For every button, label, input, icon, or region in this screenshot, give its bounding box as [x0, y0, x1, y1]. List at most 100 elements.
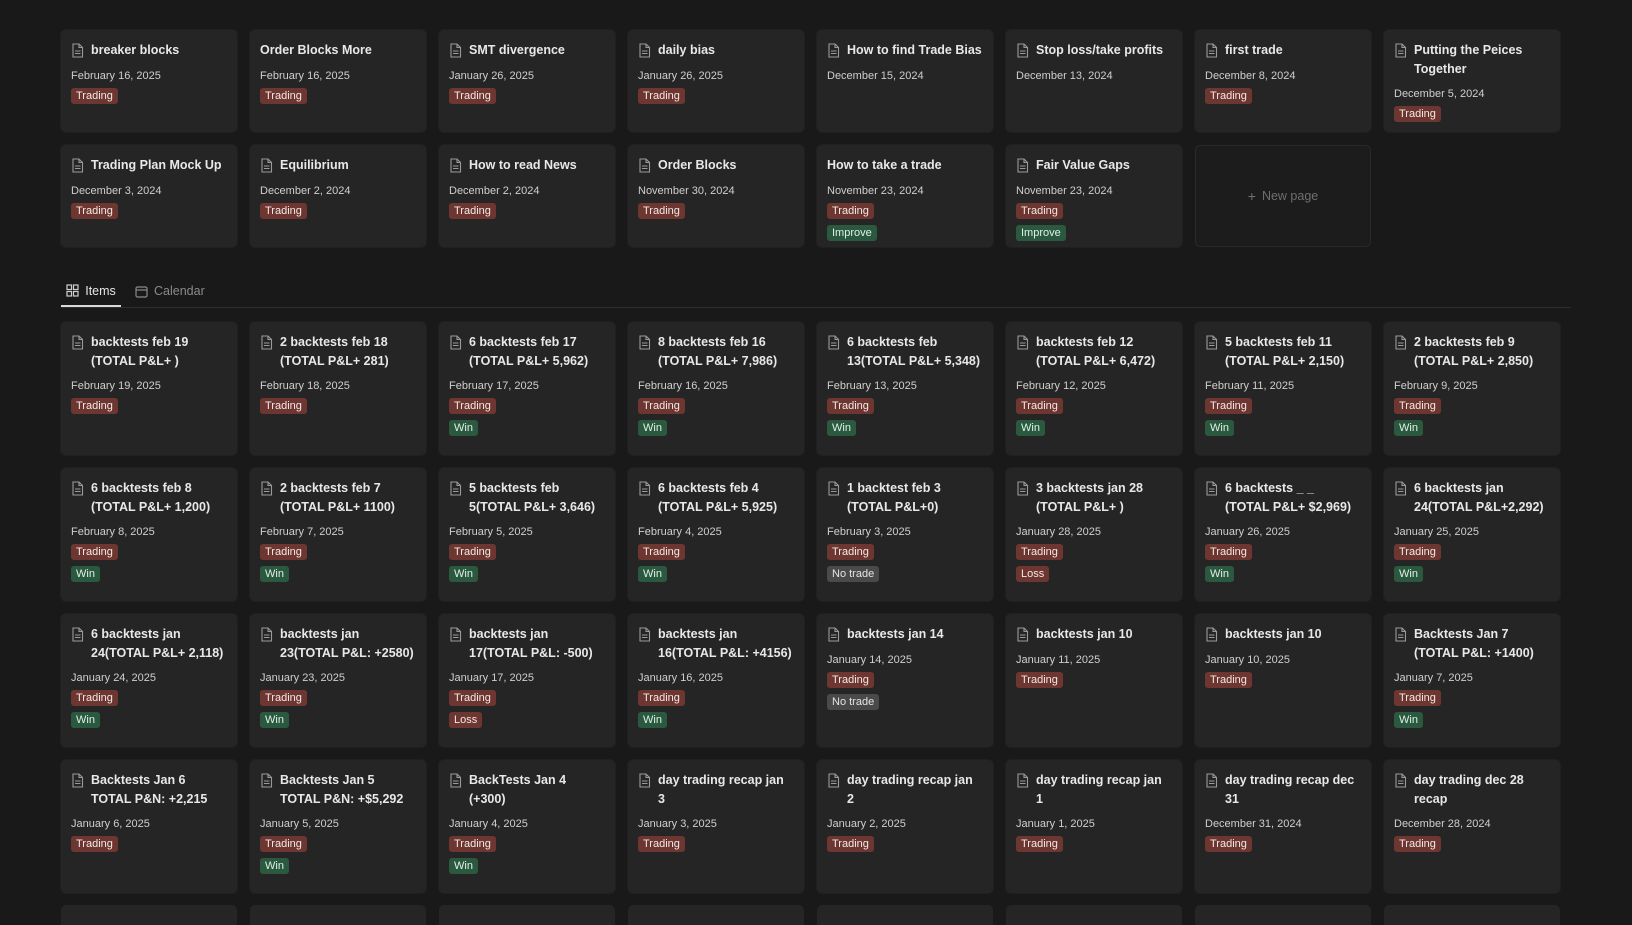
page-card[interactable]: 5 backtests feb 11 (TOTAL P&L+ 2,150) Feb…	[1195, 322, 1371, 455]
card-title-row: 8 backtests feb 16 (TOTAL P&L+ 7,986)	[638, 333, 794, 370]
page-card[interactable]: How to take a trade November 23, 2024 Trad…	[817, 145, 993, 247]
tag-win: Win	[260, 566, 289, 582]
page-card[interactable]: 3 backtests jan 28 (TOTAL P&L+ ) January …	[1006, 468, 1182, 601]
tab-items[interactable]: Items	[61, 276, 121, 307]
page-card[interactable]: How to read News December 2, 2024 Trading	[439, 145, 615, 247]
card-date: February 12, 2025	[1016, 380, 1106, 392]
page-card[interactable]: 6 backtests feb 17 (TOTAL P&L+ 5,962) Feb…	[439, 322, 615, 455]
tag-trading: Trading	[449, 398, 496, 414]
card-partial[interactable]	[1195, 905, 1371, 925]
document-icon	[449, 627, 463, 643]
card-title: day trading recap jan 1	[1036, 773, 1162, 806]
page-card[interactable]: 5 backtests feb 5(TOTAL P&L+ 3,646) Febru…	[439, 468, 615, 601]
document-icon	[1394, 773, 1408, 789]
page-card[interactable]: Equilibrium December 2, 2024 Trading	[250, 145, 426, 247]
next-row-cards	[61, 905, 1560, 925]
page-card[interactable]: daily bias January 26, 2025 Trading	[628, 30, 804, 132]
page-card[interactable]: backtests jan 10 January 10, 2025 Trading	[1195, 614, 1371, 747]
page-card[interactable]: 2 backtests feb 9 (TOTAL P&L+ 2,850) Febr…	[1384, 322, 1560, 455]
card-title-row: day trading recap jan 1	[1016, 771, 1172, 808]
document-icon	[827, 335, 841, 351]
page-card[interactable]: SMT divergence January 26, 2025 Trading	[439, 30, 615, 132]
page-card[interactable]: Order Blocks November 30, 2024 Trading	[628, 145, 804, 247]
card-date: January 23, 2025	[260, 672, 346, 684]
page-card[interactable]: backtests jan 23(TOTAL P&L: +2580) Januar…	[250, 614, 426, 747]
page-card[interactable]: first trade December 8, 2024 Trading	[1195, 30, 1371, 132]
card-date: December 31, 2024	[1205, 818, 1302, 830]
page-card[interactable]: Order Blocks More February 16, 2025 Tradin…	[250, 30, 426, 132]
tag-trading: Trading	[449, 87, 496, 104]
tag-loss: Loss	[449, 712, 483, 728]
card-title: SMT divergence	[469, 43, 565, 57]
tag-win: Win	[827, 420, 856, 436]
document-icon	[449, 773, 463, 789]
card-date: February 8, 2025	[71, 526, 155, 538]
page-card[interactable]: 6 backtests feb 4 (TOTAL P&L+ 5,925) Febr…	[628, 468, 804, 601]
page-card[interactable]: BackTests Jan 4 (+300) January 4, 2025 Tra…	[439, 760, 615, 893]
page-card[interactable]: day trading recap dec 31 December 31, 202…	[1195, 760, 1371, 893]
card-title: 2 backtests feb 7 (TOTAL P&L+ 1100)	[280, 481, 395, 514]
card-title: 6 backtests feb 8 (TOTAL P&L+ 1,200)	[91, 481, 211, 514]
calendar-icon	[135, 285, 148, 298]
card-title-row: 6 backtests feb 8 (TOTAL P&L+ 1,200)	[71, 479, 227, 516]
tag-trading: Trading	[71, 398, 118, 414]
page-card[interactable]: day trading recap jan 2 January 2, 2025 Tr…	[817, 760, 993, 893]
card-partial[interactable]	[439, 905, 615, 925]
page-card[interactable]: Putting the Peices Together December 5, 2…	[1384, 30, 1560, 132]
page-card[interactable]: 6 backtests jan 24(TOTAL P&L+2,292) Janua…	[1384, 468, 1560, 601]
tag-trading: Trading	[260, 690, 307, 706]
page-card[interactable]: day trading dec 28 recap December 28, 202…	[1384, 760, 1560, 893]
tag-win: Win	[1394, 712, 1423, 728]
card-title-row: How to find Trade Bias	[827, 41, 983, 60]
card-partial[interactable]	[817, 905, 993, 925]
tag-trading: Trading	[1016, 202, 1063, 219]
card-tags: Trading	[449, 202, 605, 219]
new-page-button[interactable]: + New page	[1195, 145, 1371, 247]
card-title: 6 backtests jan 24(TOTAL P&L+ 2,118)	[91, 627, 224, 660]
page-card[interactable]: breaker blocks February 16, 2025 Trading	[61, 30, 237, 132]
tab-calendar[interactable]: Calendar	[135, 276, 205, 306]
card-partial[interactable]	[628, 905, 804, 925]
card-date: February 7, 2025	[260, 526, 344, 538]
page-card[interactable]: 6 backtests _ _ (TOTAL P&L+ $2,969) Janua…	[1195, 468, 1371, 601]
page-card[interactable]: Trading Plan Mock Up December 3, 2024 Trad…	[61, 145, 237, 247]
card-tags: Trading Loss	[1016, 544, 1172, 582]
page-card[interactable]: backtests jan 16(TOTAL P&L: +4156) Januar…	[628, 614, 804, 747]
page-card[interactable]: backtests jan 10 January 11, 2025 Trading	[1006, 614, 1182, 747]
card-tags: Trading Loss	[449, 690, 605, 728]
card-partial[interactable]	[1006, 905, 1182, 925]
page-card[interactable]: 2 backtests feb 18 (TOTAL P&L+ 281) Febru…	[250, 322, 426, 455]
page-card[interactable]: 6 backtests feb 8 (TOTAL P&L+ 1,200) Febr…	[61, 468, 237, 601]
card-tags: Trading No trade	[827, 671, 983, 710]
page-card[interactable]: 1 backtest feb 3 (TOTAL P&L+0) February 3…	[817, 468, 993, 601]
card-title-row: backtests jan 23(TOTAL P&L: +2580)	[260, 625, 416, 662]
page-card[interactable]: Backtests Jan 5 TOTAL P&N: +$5,292 Januar…	[250, 760, 426, 893]
page-card[interactable]: backtests jan 17(TOTAL P&L: -500) January…	[439, 614, 615, 747]
page-card[interactable]: day trading recap jan 3 January 3, 2025 Tr…	[628, 760, 804, 893]
page-card[interactable]: 2 backtests feb 7 (TOTAL P&L+ 1100) Febru…	[250, 468, 426, 601]
card-title: Order Blocks	[658, 158, 737, 172]
card-partial[interactable]	[250, 905, 426, 925]
card-tags: Trading Win	[449, 544, 605, 582]
page-card[interactable]: 8 backtests feb 16 (TOTAL P&L+ 7,986) Feb…	[628, 322, 804, 455]
tag-trading: Trading	[1394, 690, 1441, 706]
page-card[interactable]: backtests feb 12 (TOTAL P&L+ 6,472) Febru…	[1006, 322, 1182, 455]
page-card[interactable]: 6 backtests feb 13(TOTAL P&L+ 5,348) Febr…	[817, 322, 993, 455]
card-tags: Trading Win	[71, 544, 227, 582]
card-title-row: 1 backtest feb 3 (TOTAL P&L+0)	[827, 479, 983, 516]
page-card[interactable]: Stop loss/take profits December 13, 2024	[1006, 30, 1182, 132]
page-card[interactable]: Fair Value Gaps November 23, 2024 Trading I…	[1006, 145, 1182, 247]
page-card[interactable]: day trading recap jan 1 January 1, 2025 Tr…	[1006, 760, 1182, 893]
page-card[interactable]: Backtests Jan 6 TOTAL P&N: +2,215 January…	[61, 760, 237, 893]
card-partial[interactable]	[1384, 905, 1560, 925]
page-card[interactable]: Backtests Jan 7 (TOTAL P&L: +1400) Januar…	[1384, 614, 1560, 747]
page-card[interactable]: How to find Trade Bias December 15, 2024	[817, 30, 993, 132]
tag-trading: Trading	[1205, 87, 1252, 104]
card-tags: Trading	[1205, 87, 1361, 104]
page-card[interactable]: backtests jan 14 January 14, 2025 Trading N…	[817, 614, 993, 747]
card-partial[interactable]	[61, 905, 237, 925]
card-title: 3 backtests jan 28 (TOTAL P&L+ )	[1036, 481, 1144, 514]
page-card[interactable]: 6 backtests jan 24(TOTAL P&L+ 2,118) Janu…	[61, 614, 237, 747]
page-card[interactable]: backtests feb 19 (TOTAL P&L+ ) February 1…	[61, 322, 237, 455]
tag-trading: Trading	[827, 398, 874, 414]
